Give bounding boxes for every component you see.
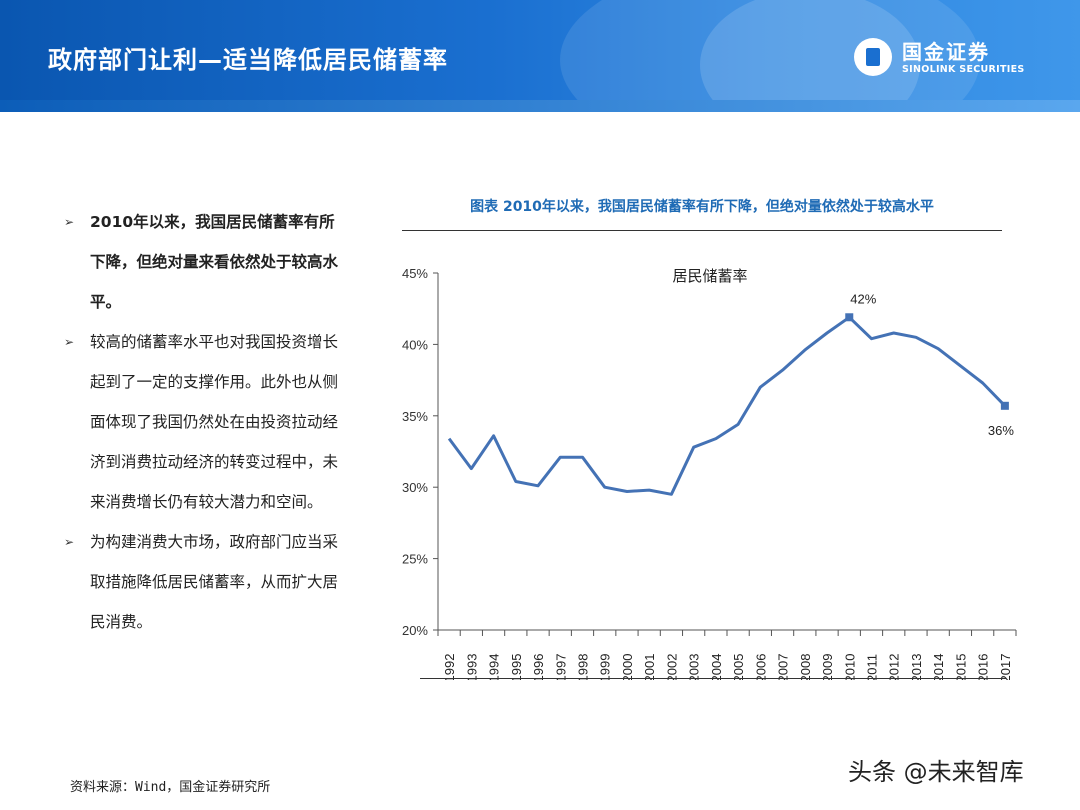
x-tick-label: 1993 xyxy=(464,654,479,680)
series-line xyxy=(447,315,1006,496)
y-tick-label: 35% xyxy=(402,409,428,424)
data-label: 42% xyxy=(850,291,876,306)
y-tick-label: 40% xyxy=(402,337,428,352)
x-tick-label: 2005 xyxy=(731,654,746,680)
chart-top-divider xyxy=(402,230,1002,231)
bullet-text: 较高的储蓄率水平也对我国投资增长起到了一定的支撑作用。此外也从侧面体现了我国仍然… xyxy=(90,333,339,511)
x-tick-label: 1992 xyxy=(442,654,457,680)
y-tick-label: 45% xyxy=(402,266,428,281)
source-note: 资料来源：Wind，国金证券研究所 xyxy=(70,780,271,795)
x-tick-label: 2006 xyxy=(753,654,768,680)
bullet-list: ➢ 2010年以来，我国居民储蓄率有所下降，但绝对量来看依然处于较高水平。 ➢ … xyxy=(64,202,344,642)
x-tick-label: 1995 xyxy=(509,654,524,680)
x-tick-label: 2014 xyxy=(931,654,946,680)
x-tick-label: 2010 xyxy=(842,654,857,680)
x-tick-label: 1997 xyxy=(553,654,568,680)
y-tick-label: 25% xyxy=(402,552,428,567)
chart-bottom-divider xyxy=(420,678,1006,679)
slide-title: 政府部门让利—适当降低居民储蓄率 xyxy=(48,46,448,74)
logo-chinese-name: 国金证券 xyxy=(902,40,990,64)
x-tick-label: 2000 xyxy=(620,654,635,680)
company-logo: 国金证券 SINOLINK SECURITIES xyxy=(846,32,1046,88)
logo-mark-icon xyxy=(854,38,892,76)
x-tick-label: 2015 xyxy=(953,654,968,680)
x-tick-label: 2008 xyxy=(798,654,813,680)
x-tick-label: 2007 xyxy=(776,654,791,680)
x-tick-label: 1996 xyxy=(531,654,546,680)
bullet-item: ➢ 为构建消费大市场，政府部门应当采取措施降低居民储蓄率，从而扩大居民消费。 xyxy=(64,522,344,642)
bullet-item: ➢ 较高的储蓄率水平也对我国投资增长起到了一定的支撑作用。此外也从侧面体现了我国… xyxy=(64,322,344,522)
y-tick-label: 20% xyxy=(402,623,428,638)
watermark: 头条 @未来智库 xyxy=(848,758,1024,786)
x-tick-label: 2011 xyxy=(865,654,880,680)
y-tick-label: 30% xyxy=(402,480,428,495)
header-decoration xyxy=(560,0,980,112)
logo-english-name: SINOLINK SECURITIES xyxy=(902,64,1025,75)
arrow-bullet-icon: ➢ xyxy=(64,215,75,229)
x-tick-label: 2001 xyxy=(642,654,657,680)
chart-caption: 图表 2010年以来，我国居民储蓄率有所下降，但绝对量依然处于较高水平 xyxy=(470,199,934,215)
x-tick-label: 2003 xyxy=(687,654,702,680)
slide-header: 政府部门让利—适当降低居民储蓄率 国金证券 SINOLINK SECURITIE… xyxy=(0,0,1080,112)
data-point-marker xyxy=(1000,401,1009,410)
x-tick-label: 2004 xyxy=(709,654,724,680)
bullet-text: 为构建消费大市场，政府部门应当采取措施降低居民储蓄率，从而扩大居民消费。 xyxy=(90,533,339,631)
x-tick-label: 1999 xyxy=(598,654,613,680)
bullet-text: 2010年以来，我国居民储蓄率有所下降，但绝对量来看依然处于较高水平。 xyxy=(90,213,339,311)
header-band xyxy=(0,100,1080,112)
arrow-bullet-icon: ➢ xyxy=(64,535,75,549)
x-tick-label: 2012 xyxy=(887,654,902,680)
x-tick-label: 1998 xyxy=(576,654,591,680)
savings-rate-chart: 20% 25% 30% 35% 40% 45% 1992 1993 1994 1995 1996 19… xyxy=(402,266,1017,680)
x-tick-label: 2013 xyxy=(909,654,924,680)
x-tick-label: 2002 xyxy=(664,654,679,680)
data-point-marker xyxy=(845,313,854,322)
data-label: 36% xyxy=(988,423,1014,438)
bullet-item: ➢ 2010年以来，我国居民储蓄率有所下降，但绝对量来看依然处于较高水平。 xyxy=(64,202,344,322)
arrow-bullet-icon: ➢ xyxy=(64,335,75,349)
x-tick-label: 1994 xyxy=(487,654,502,680)
x-tick-label: 2016 xyxy=(976,654,991,680)
chart-series-title: 居民储蓄率 xyxy=(672,267,747,285)
x-tick-label: 2017 xyxy=(998,654,1013,680)
x-tick-label: 2009 xyxy=(820,654,835,680)
